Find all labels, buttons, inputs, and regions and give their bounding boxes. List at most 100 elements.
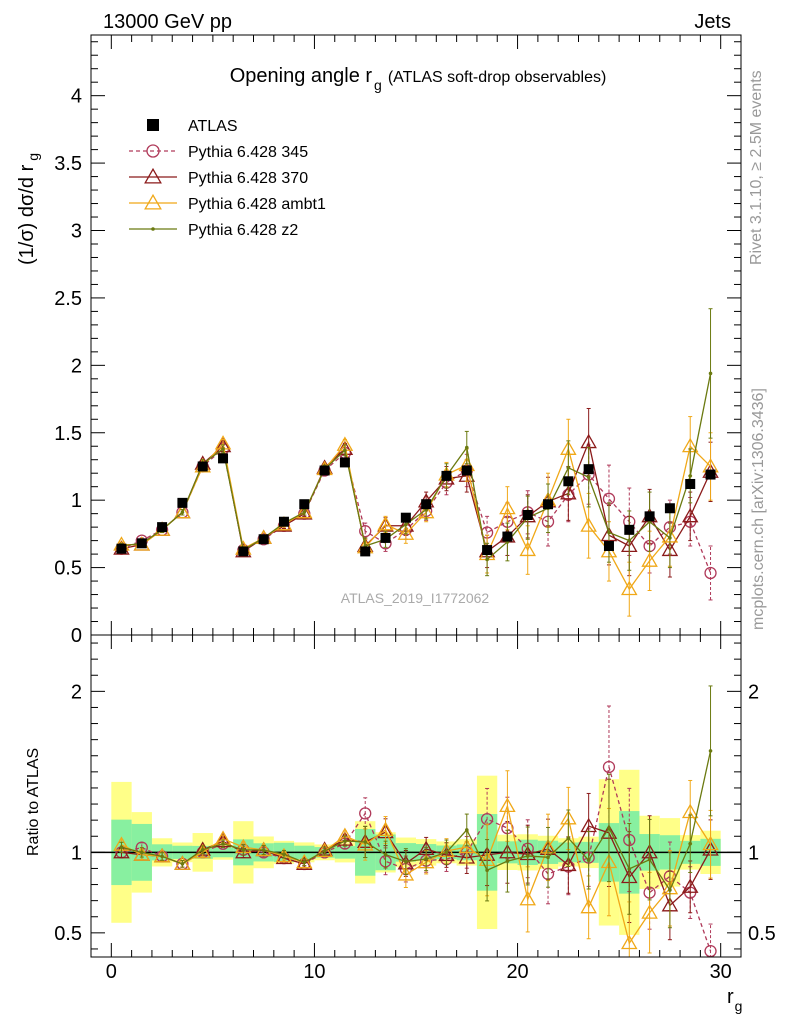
series-line [121, 373, 712, 561]
atlas-point [583, 464, 594, 475]
series-1 [113, 407, 719, 578]
data-point [160, 854, 164, 859]
data-point [688, 474, 693, 478]
data-point [580, 898, 597, 914]
data-point [322, 849, 327, 853]
y-axis-label-top: (1/σ) dσ/d rg [16, 153, 41, 265]
data-point [586, 475, 591, 480]
atlas-point [238, 546, 249, 557]
atlas-point [563, 476, 574, 487]
atlas-point [258, 534, 269, 545]
data-point [485, 557, 489, 562]
atlas-point [136, 538, 147, 549]
data-point [607, 826, 611, 830]
legend-label: ATLAS [188, 118, 238, 135]
x-tick-label: 20 [506, 961, 528, 983]
data-point [404, 522, 408, 527]
ratio-y-tick-label: 0.5 [54, 923, 82, 945]
data-point [464, 445, 469, 450]
data-point [641, 904, 658, 919]
legend-label: Pythia 6.428 345 [188, 144, 308, 161]
data-point [146, 144, 160, 158]
mcplots-label: mcplots.cern.ch [arXiv:1306.3436] [750, 388, 767, 630]
atlas-point [380, 532, 391, 543]
data-point [627, 538, 632, 543]
bottom-frame [90, 634, 742, 958]
atlas-point [319, 465, 330, 476]
data-point [702, 835, 719, 851]
atlas-point [197, 461, 208, 472]
data-point [602, 760, 616, 774]
data-point [383, 852, 388, 857]
atlas-point [664, 503, 675, 514]
atlas-point [461, 465, 472, 476]
data-point [546, 855, 550, 860]
y-tick-label: 1.5 [54, 423, 82, 445]
ratio-plot-series [91, 685, 741, 957]
data-point [180, 510, 185, 515]
legend-label: Pythia 6.428 370 [188, 170, 308, 187]
y-tick-label: 4 [71, 86, 82, 108]
data-point [200, 847, 205, 852]
data-point [235, 843, 252, 859]
data-point [261, 848, 266, 852]
data-point [641, 552, 658, 567]
data-point [681, 507, 699, 523]
data-point [708, 371, 713, 376]
data-point [144, 193, 162, 210]
data-point [119, 845, 124, 850]
data-point [194, 843, 211, 859]
data-point [566, 466, 571, 470]
main-plot-series [113, 308, 719, 617]
x-tick-label: 10 [303, 961, 325, 983]
data-point [424, 857, 428, 861]
y-tick-label: 0 [71, 625, 82, 647]
data-point [144, 167, 162, 184]
atlas-point [421, 499, 432, 510]
x-axis-label: rg [727, 986, 742, 1014]
atlas-point [299, 499, 310, 510]
legend-label: Pythia 6.428 z2 [188, 222, 298, 239]
axes: 0 10 20 30 0 0.5 1 1.5 2 2.5 3 3.5 4 0.5 0.5 1 1 2 2 [54, 34, 776, 983]
y-tick-label: 0.5 [54, 558, 82, 580]
data-point [302, 510, 307, 515]
atlas-point [177, 497, 188, 508]
x-tick-label: 0 [106, 961, 117, 983]
data-point [688, 841, 693, 846]
data-point [708, 749, 713, 753]
data-point [133, 846, 151, 861]
atlas-point [644, 511, 655, 522]
atlas-point [502, 531, 513, 542]
rivet-label: Rivet 3.1.10, ≥ 2.5M events [748, 70, 765, 265]
data-point [377, 821, 394, 837]
ratio-y-tick-label: 1 [71, 842, 82, 864]
data-point [241, 847, 246, 852]
atlas-point [705, 469, 716, 480]
data-point [607, 530, 611, 535]
data-point [221, 841, 225, 846]
y-axis-label-bottom: Ratio to ATLAS [25, 748, 42, 856]
ratio-y-tick-label: 2 [748, 681, 759, 703]
y-tick-label: 1 [71, 490, 82, 512]
ratio-y-tick-label: 2 [71, 681, 82, 703]
data-point [627, 867, 632, 871]
data-point [397, 525, 415, 540]
data-point [174, 503, 191, 519]
atlas-point [624, 524, 635, 535]
atlas-point [522, 510, 533, 520]
data-point [499, 499, 516, 515]
ratio-series-3 [119, 685, 713, 929]
data-point [580, 517, 597, 532]
data-point [359, 525, 372, 538]
data-point [359, 807, 372, 820]
header-jets: Jets [694, 11, 731, 33]
atlas-point [603, 541, 614, 552]
data-point [377, 515, 394, 531]
ratio-y-tick-label: 1 [748, 842, 759, 864]
data-point [397, 866, 415, 881]
header-energy: 13000 GeV pp [103, 11, 232, 33]
data-point [302, 860, 307, 865]
data-point [404, 859, 408, 864]
series-line [121, 442, 711, 591]
data-point [668, 536, 672, 540]
